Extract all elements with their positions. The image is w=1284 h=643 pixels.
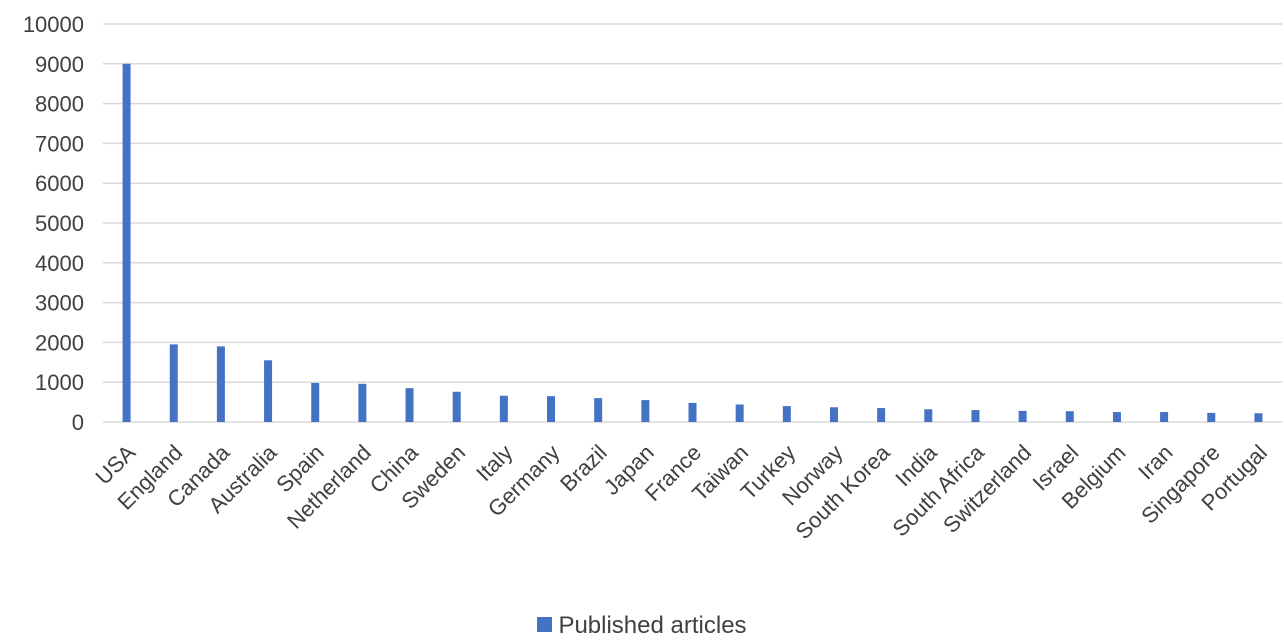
bar-sweden [452,391,461,422]
bar-spain [311,382,320,422]
bar-iran [1160,412,1169,422]
bar-singapore [1207,412,1216,422]
bar-south-korea [877,408,886,422]
bar-india [924,409,933,422]
bar-japan [641,400,650,422]
bar-italy [499,395,508,422]
y-tick-label: 8000 [35,92,84,117]
bar-norway [829,407,838,422]
bar-switzerland [1018,410,1027,422]
y-tick-label: 1000 [35,370,84,395]
y-tick-label: 0 [72,410,84,435]
y-tick-label: 6000 [35,171,84,196]
legend: Published articles [0,612,1284,640]
bar-turkey [782,406,791,422]
bar-england [169,344,178,422]
y-tick-label: 10000 [23,12,84,37]
bar-south-africa [971,410,980,422]
bar-belgium [1112,412,1121,422]
legend-swatch [537,617,553,633]
bar-germany [547,396,556,422]
y-tick-label: 4000 [35,251,84,276]
legend-label: Published articles [558,612,747,639]
bar-chart: 0 1000 2000 3000 4000 5000 6000 7000 8000 9000 100… [23,12,1282,544]
y-tick-label: 9000 [35,52,84,77]
y-tick-label: 7000 [35,131,84,156]
bar-taiwan [735,404,744,422]
bar-portugal [1254,413,1263,422]
bar-canada [216,346,225,422]
bar-usa [122,63,131,423]
y-tick-label: 3000 [35,291,84,316]
bar-australia [264,360,273,422]
bar-brazil [594,398,603,422]
bar-israel [1065,411,1074,422]
y-tick-label: 2000 [35,330,84,355]
bar-netherland [358,383,367,422]
bar-china [405,388,414,422]
bar-france [688,402,697,422]
y-tick-label: 5000 [35,211,84,236]
